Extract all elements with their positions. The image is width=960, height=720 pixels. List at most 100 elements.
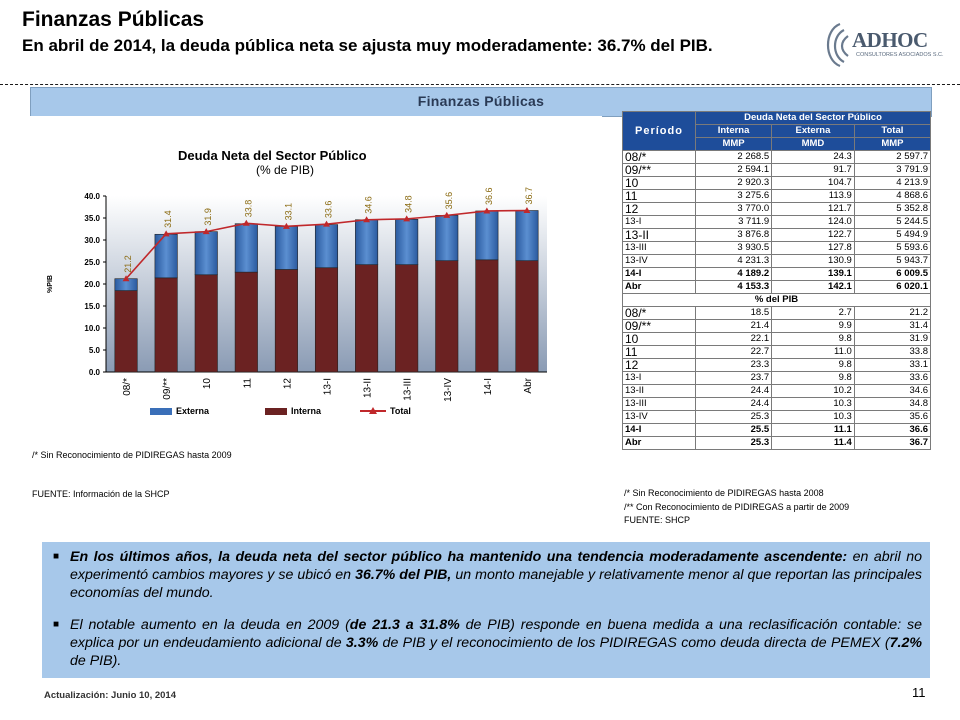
value-cell: 5 943.7 bbox=[853, 254, 932, 268]
value-cell: 3 930.5 bbox=[694, 241, 773, 255]
y-tick-label: 0.0 bbox=[89, 368, 101, 377]
period-cell: 13-III bbox=[622, 397, 696, 411]
period-cell: 13-IV bbox=[622, 410, 696, 424]
data-label: 36.6 bbox=[484, 187, 494, 205]
table-row: 12 3 770.0 121.7 5 352.8 bbox=[622, 202, 932, 216]
value-cell: 24.4 bbox=[694, 397, 773, 411]
total-point bbox=[443, 211, 451, 218]
value-cell: 23.3 bbox=[694, 358, 773, 372]
value-cell: 4 213.9 bbox=[853, 176, 932, 190]
total-point bbox=[323, 220, 330, 227]
bullet-segment: de PIB y el reconocimiento de los PIDIRE… bbox=[378, 635, 890, 651]
bar-interna bbox=[154, 277, 178, 373]
bar-externa bbox=[515, 210, 539, 261]
value-cell: 9.8 bbox=[771, 332, 855, 346]
debt-table-container: Período Deuda Neta del Sector Público Inte… bbox=[622, 111, 932, 450]
table-column-unit: MMP bbox=[853, 137, 932, 151]
table-row: 13-IV 25.3 10.3 35.6 bbox=[622, 410, 932, 424]
bullet-segment: en abril no experimentó cambios mayores … bbox=[70, 549, 922, 583]
table-row: 08/* 2 268.5 24.3 2 597.7 bbox=[622, 150, 932, 164]
value-cell: 5 244.5 bbox=[853, 215, 932, 229]
value-cell: 3 791.9 bbox=[853, 163, 932, 177]
legend-item-interna: Interna bbox=[265, 406, 321, 416]
period-cell: 10 bbox=[622, 332, 696, 346]
bar-interna bbox=[114, 290, 138, 373]
y-tick-label: 20.0 bbox=[84, 280, 100, 289]
value-cell: 10.2 bbox=[771, 384, 855, 398]
table-row: 11 3 275.6 113.9 4 868.6 bbox=[622, 189, 932, 203]
value-cell: 3 770.0 bbox=[694, 202, 773, 216]
value-cell: 2 594.1 bbox=[694, 163, 773, 177]
bar-externa bbox=[435, 215, 459, 261]
bullet-segment: de PIB) responde en buena medida a una r… bbox=[70, 617, 923, 651]
legend-item-total: Total bbox=[360, 406, 411, 416]
period-cell: 13-III bbox=[622, 241, 696, 255]
bar-interna bbox=[355, 264, 379, 373]
table-column-header: Total bbox=[853, 124, 932, 138]
value-cell: 113.9 bbox=[771, 189, 855, 203]
period-cell: 13-I bbox=[622, 215, 696, 229]
table-row: 13-III 24.4 10.3 34.8 bbox=[622, 397, 932, 411]
bullet-emphasis: de 21.3 a 31.8% bbox=[349, 617, 460, 633]
data-label: 34.6 bbox=[364, 196, 374, 214]
value-cell: 22.7 bbox=[694, 345, 773, 359]
value-cell: 9.8 bbox=[771, 358, 855, 372]
bar-interna bbox=[395, 264, 419, 373]
value-cell: 130.9 bbox=[771, 254, 855, 268]
value-cell: 142.1 bbox=[771, 280, 855, 294]
value-cell: 4 153.3 bbox=[694, 280, 773, 294]
value-cell: 22.1 bbox=[694, 332, 773, 346]
data-label: 33.6 bbox=[324, 201, 334, 219]
value-cell: 24.4 bbox=[694, 384, 773, 398]
commentary-box: ■ En los últimos años, la deuda neta del… bbox=[42, 542, 930, 678]
data-label: 33.1 bbox=[283, 203, 293, 221]
table-column-unit: MMD bbox=[771, 137, 855, 151]
value-cell: 4 868.6 bbox=[853, 189, 932, 203]
bullet-square-icon: ■ bbox=[53, 551, 60, 562]
value-cell: 139.1 bbox=[771, 267, 855, 281]
table-section-row: % del PIB bbox=[622, 293, 931, 307]
value-cell: 3 711.9 bbox=[694, 215, 773, 229]
legend-label-total: Total bbox=[390, 406, 411, 416]
table-header-row: Período Deuda Neta del Sector Público bbox=[622, 111, 931, 151]
table-section-header: % del PIB bbox=[622, 293, 931, 307]
value-cell: 91.7 bbox=[771, 163, 855, 177]
legend-swatch-interna bbox=[265, 407, 287, 415]
value-cell: 10.3 bbox=[771, 410, 855, 424]
x-tick-label: 13-I bbox=[323, 378, 334, 395]
bullet-emphasis: 7.2% bbox=[889, 635, 922, 651]
table-column-header: Externa bbox=[771, 124, 855, 138]
slide-title: Finanzas Públicas bbox=[22, 8, 205, 31]
panel-title: Finanzas Públicas bbox=[417, 93, 545, 109]
total-point bbox=[523, 207, 531, 214]
value-cell: 36.6 bbox=[853, 423, 932, 437]
table-note-1: /* Sin Reconocimiento de PIDIREGAS hasta… bbox=[624, 488, 824, 498]
chart-note-pidiregas: /* Sin Reconocimiento de PIDIREGAS hasta… bbox=[32, 450, 232, 460]
bar-interna bbox=[515, 260, 539, 373]
table-period-header: Período bbox=[622, 111, 696, 151]
period-cell: Abr bbox=[622, 280, 696, 294]
header-divider bbox=[0, 84, 960, 85]
chart-legend: Externa Interna Total bbox=[120, 406, 450, 420]
total-point bbox=[242, 219, 250, 226]
legend-swatch-externa bbox=[150, 407, 172, 415]
table-colname-row: Interna Externa Total bbox=[623, 124, 932, 138]
y-axis-label: %PIB bbox=[47, 275, 54, 293]
period-cell: 13-II bbox=[622, 228, 696, 242]
total-point bbox=[282, 222, 290, 229]
value-cell: 2 920.3 bbox=[694, 176, 773, 190]
table-row: 10 2 920.3 104.7 4 213.9 bbox=[622, 176, 932, 190]
bar-interna bbox=[194, 274, 218, 373]
table-row: 10 22.1 9.8 31.9 bbox=[622, 332, 932, 346]
data-label: 21.2 bbox=[123, 255, 133, 273]
bullet-item: ■ El notable aumento en la deuda en 2009… bbox=[53, 616, 923, 670]
x-tick-label: 14-I bbox=[483, 378, 494, 395]
period-cell: 11 bbox=[622, 345, 696, 359]
table-row: 13-III 3 930.5 127.8 5 593.6 bbox=[622, 241, 932, 255]
value-cell: 35.6 bbox=[853, 410, 932, 424]
x-tick-label: 13-II bbox=[363, 378, 374, 398]
y-tick-label: 15.0 bbox=[84, 302, 100, 311]
value-cell: 124.0 bbox=[771, 215, 855, 229]
chart-source: FUENTE: Información de la SHCP bbox=[32, 489, 170, 499]
y-tick-label: 40.0 bbox=[84, 192, 100, 201]
